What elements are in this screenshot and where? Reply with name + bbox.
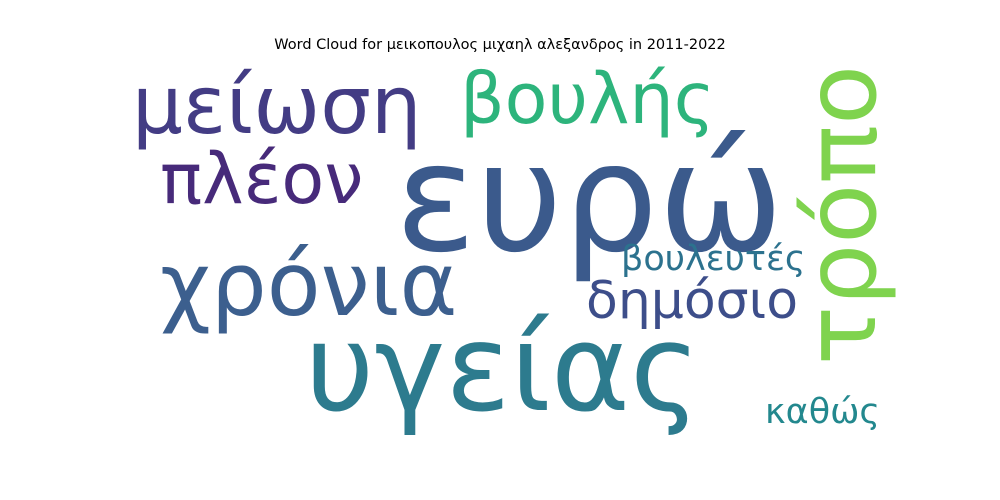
chart-title: Word Cloud for μεικοπουλος μιχαηλ αλεξαν… [274, 37, 726, 53]
word-2: υγείας [305, 300, 700, 439]
word-7: πλέον [160, 138, 363, 220]
word-5: μείωση [132, 59, 422, 152]
word-9: βουλευτές [621, 239, 805, 279]
word-6: βουλής [460, 58, 715, 140]
word-1: ευρώ [395, 112, 784, 286]
word-10: καθώς [765, 392, 880, 432]
word-4: τρόπο [785, 65, 899, 365]
word-8: δημόσιο [586, 271, 798, 331]
word-3: χρόνια [160, 233, 457, 336]
